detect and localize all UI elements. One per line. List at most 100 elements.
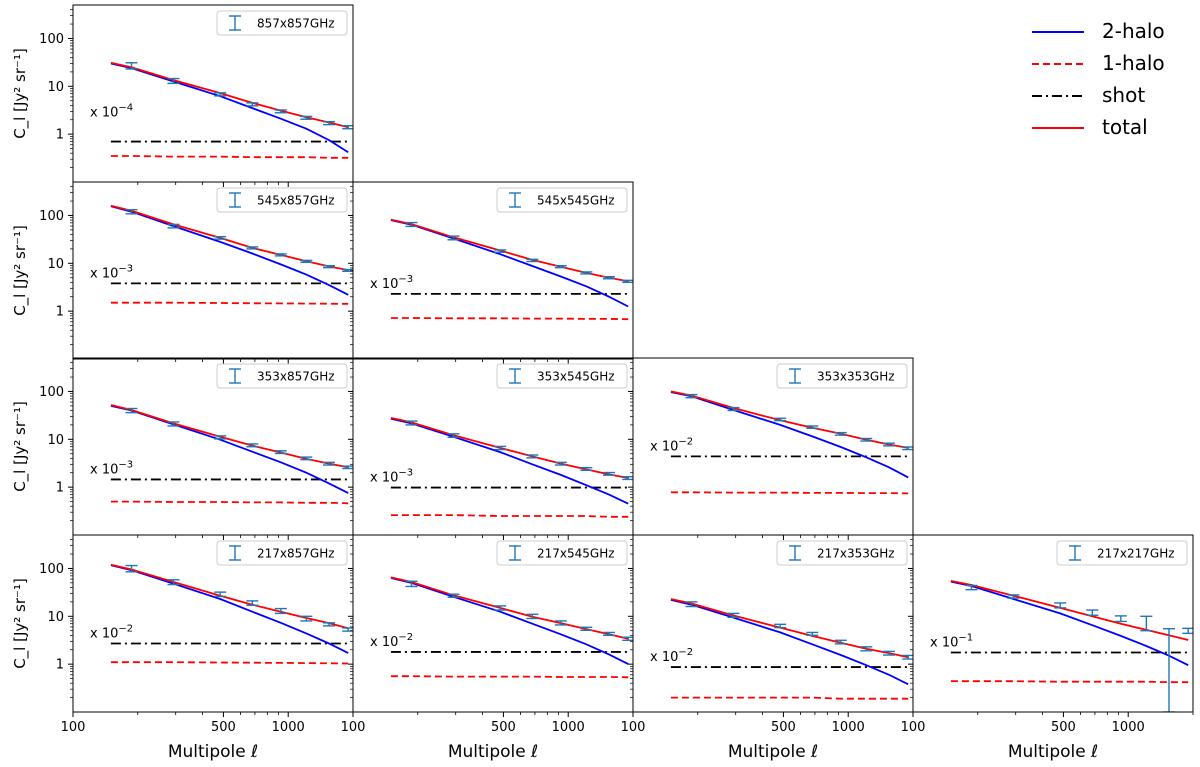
data-point-errorbar bbox=[1007, 594, 1020, 599]
panel-legend-box bbox=[776, 540, 908, 566]
panel-legend-label: 353x545GHz bbox=[537, 370, 615, 384]
data-point-errorbar bbox=[447, 235, 460, 241]
panel-217x353GHz: 500 1000 100 Multipole ℓ x 10−2 217x353GHz bbox=[628, 534, 925, 762]
data-point-errorbar bbox=[246, 443, 259, 448]
data-point-errorbar bbox=[494, 605, 507, 611]
panel-217x857GHz: 1 10 100 C_l [Jy² sr⁻¹] 100 500 1000 100 Multipo… bbox=[11, 534, 366, 762]
data-point-errorbar bbox=[580, 626, 593, 631]
y-tick-label: 100 bbox=[39, 209, 64, 224]
legend-label-shot: shot bbox=[1102, 83, 1145, 107]
scale-base: x 10 bbox=[90, 627, 118, 642]
data-point-errorbar bbox=[685, 393, 698, 399]
scale-annotation: x 10−3 bbox=[90, 263, 133, 281]
data-point-errorbar bbox=[214, 235, 227, 240]
data-point-errorbar bbox=[1162, 628, 1175, 712]
data-point-errorbar bbox=[322, 265, 335, 269]
one-halo-line bbox=[110, 155, 349, 159]
legend-label-1-halo: 1-halo bbox=[1102, 51, 1165, 75]
y-axis-label: C_l [Jy² sr⁻¹] bbox=[11, 48, 30, 139]
panel-legend-label: 353x353GHz bbox=[817, 370, 895, 384]
data-point-errorbar bbox=[965, 584, 978, 591]
total-line bbox=[110, 404, 349, 469]
plot-area bbox=[390, 576, 633, 679]
panel-legend-label: 545x857GHz bbox=[257, 194, 335, 208]
x-tick-label: 500 bbox=[491, 720, 516, 735]
data-point-errorbar bbox=[214, 591, 227, 598]
panel-legend-label: 217x217GHz bbox=[1097, 547, 1175, 561]
y-tick-label: 10 bbox=[47, 80, 64, 95]
panel-217x545GHz: 500 1000 100 Multipole ℓ x 10−2 217x545GHz bbox=[348, 534, 645, 762]
plot-area bbox=[390, 218, 633, 321]
one-halo-line bbox=[670, 491, 909, 495]
total-line bbox=[110, 563, 349, 630]
scale-exponent: −1 bbox=[958, 633, 973, 644]
data-point-errorbar bbox=[774, 623, 787, 629]
panel-legend: 545x857GHz bbox=[216, 187, 348, 213]
scale-base: x 10 bbox=[90, 106, 118, 121]
x-tick-label: 1000 bbox=[552, 720, 585, 735]
data-point-errorbar bbox=[902, 446, 913, 451]
panel-857x857GHz: 1 10 100 C_l [Jy² sr⁻¹] x 10−4 857x857GHz bbox=[11, 4, 354, 187]
data-point-errorbar bbox=[342, 465, 353, 470]
data-point-errorbar bbox=[685, 601, 698, 608]
scale-annotation: x 10−4 bbox=[90, 103, 133, 121]
scale-exponent: −2 bbox=[678, 647, 693, 658]
data-point-errorbar bbox=[494, 249, 507, 253]
panel-legend-box bbox=[216, 540, 348, 566]
data-point-errorbar bbox=[246, 600, 259, 606]
scale-annotation: x 10−2 bbox=[650, 647, 693, 665]
x-tick-label: 1000 bbox=[272, 720, 305, 735]
data-point-errorbar bbox=[554, 620, 567, 626]
x-tick-label: 100 bbox=[341, 720, 366, 735]
plot-area bbox=[390, 417, 633, 518]
plot-area bbox=[950, 580, 1193, 712]
y-tick-label: 1 bbox=[56, 128, 64, 143]
legend-label-2-halo: 2-halo bbox=[1102, 19, 1165, 43]
panel-353x545GHz: x 10−3 353x545GHz bbox=[348, 357, 634, 540]
data-point-errorbar bbox=[447, 433, 460, 439]
y-tick-label: 100 bbox=[39, 32, 64, 47]
total-line bbox=[390, 218, 629, 283]
scale-exponent: −3 bbox=[118, 263, 133, 274]
scale-exponent: −2 bbox=[398, 632, 413, 643]
panel-217x217GHz: 500 1000 Multipole ℓ x 10−1 217x217GHz bbox=[908, 534, 1194, 762]
data-point-errorbar bbox=[1086, 609, 1099, 616]
panel-legend-label: 217x353GHz bbox=[817, 547, 895, 561]
data-point-errorbar bbox=[246, 246, 259, 250]
panel-353x353GHz: x 10−2 353x353GHz bbox=[628, 357, 914, 540]
panel-legend: 353x353GHz bbox=[776, 363, 908, 389]
data-point-errorbar bbox=[622, 279, 633, 284]
scale-base: x 10 bbox=[370, 471, 398, 486]
two-halo-line bbox=[670, 391, 909, 479]
scale-annotation: x 10−3 bbox=[370, 274, 413, 292]
data-point-errorbar bbox=[834, 639, 847, 645]
data-point-errorbar bbox=[727, 612, 740, 619]
panel-legend-box bbox=[1056, 540, 1188, 566]
total-line bbox=[390, 576, 629, 640]
data-point-errorbar bbox=[125, 208, 138, 215]
data-point-errorbar bbox=[580, 466, 593, 471]
data-point-errorbar bbox=[447, 593, 460, 598]
data-point-errorbar bbox=[322, 461, 335, 466]
panel-545x545GHz: x 10−3 545x545GHz bbox=[348, 181, 634, 364]
two-halo-line bbox=[390, 577, 629, 665]
one-halo-line bbox=[390, 317, 629, 321]
y-tick-label: 1 bbox=[56, 481, 64, 496]
two-halo-line bbox=[950, 580, 1189, 667]
scale-exponent: −2 bbox=[678, 436, 693, 447]
scale-base: x 10 bbox=[650, 650, 678, 665]
y-axis-label: C_l [Jy² sr⁻¹] bbox=[11, 401, 30, 492]
x-tick-label: 500 bbox=[211, 720, 236, 735]
x-tick-label: 1000 bbox=[832, 720, 865, 735]
y-axis-label: C_l [Jy² sr⁻¹] bbox=[11, 225, 30, 316]
scale-base: x 10 bbox=[370, 635, 398, 650]
panel-legend-box bbox=[216, 363, 348, 389]
one-halo-line bbox=[110, 661, 349, 665]
data-point-errorbar bbox=[602, 471, 615, 476]
data-point-errorbar bbox=[274, 253, 287, 257]
two-halo-line bbox=[670, 599, 909, 686]
data-point-errorbar bbox=[622, 636, 633, 642]
panel-353x857GHz: 1 10 100 C_l [Jy² sr⁻¹] x 10−3 353x857GHz bbox=[11, 357, 354, 540]
data-point-errorbar bbox=[860, 437, 873, 442]
